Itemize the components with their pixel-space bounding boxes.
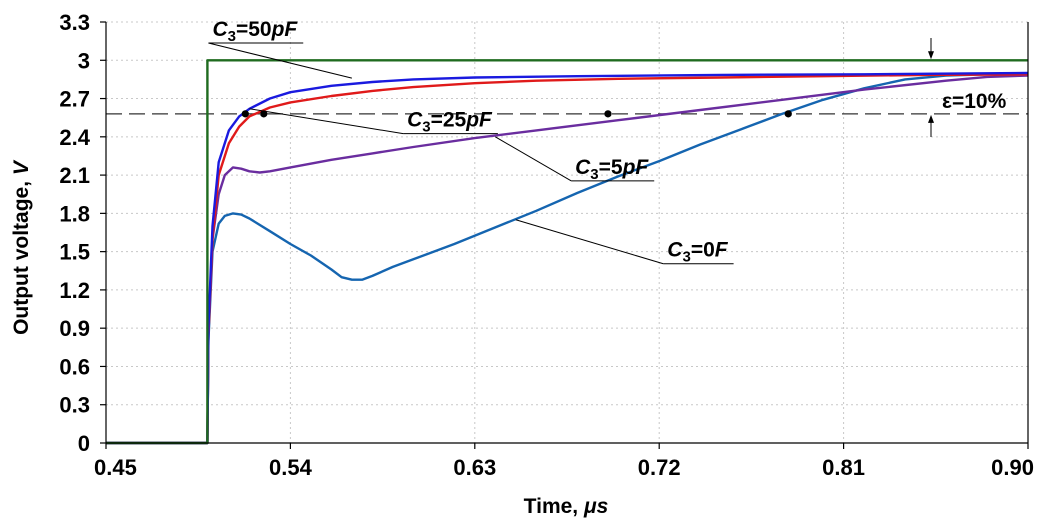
series-line-c3-0f: [106, 72, 1029, 445]
y-tick-label: 1.8: [59, 201, 90, 226]
marker-layer: [241, 110, 792, 118]
epsilon-arrowhead-bottom: [928, 114, 934, 123]
annotation-leader: [515, 219, 664, 265]
x-tick-label: 0.72: [638, 455, 681, 480]
axis-layer: [105, 22, 1029, 444]
crossing-marker: [260, 110, 268, 118]
x-tick-label: 0.81: [822, 455, 865, 480]
y-tick-label: 0.9: [59, 316, 90, 341]
annotation-label: C3=25pF: [407, 109, 493, 136]
series-line-c3-5pf: [106, 74, 1029, 445]
y-tick-label: 3: [78, 48, 90, 73]
annot-layer: C3=50pF C3=25pF C3=5pF C3=0F: [208, 18, 734, 266]
annotation-leader: [208, 42, 352, 79]
series-line-c3-50pf: [106, 71, 1029, 445]
y-tick-label: 1.2: [59, 278, 90, 303]
series-layer: [106, 59, 1029, 445]
x-tick-label: 0.63: [453, 455, 496, 480]
annotation-leader: [249, 108, 404, 135]
y-tick-label: 2.1: [59, 163, 90, 188]
x-tick-label: 0.90: [991, 455, 1034, 480]
crossing-marker: [241, 110, 249, 118]
crossing-marker: [784, 110, 792, 118]
y-tick-label: 1.5: [59, 240, 90, 265]
y-tick-label: 3.3: [59, 10, 90, 35]
x-tick-label: 0.54: [269, 455, 313, 480]
threshold-layer: [106, 38, 1028, 137]
y-tick-label: 0.6: [59, 354, 90, 379]
y-tick-label: 2.7: [59, 87, 90, 112]
epsilon-arrowhead-top: [928, 51, 934, 60]
y-tick-label: 0: [78, 431, 90, 456]
annotation-label: C3=0F: [667, 239, 728, 266]
epsilon-label: ε=10%: [942, 90, 1007, 113]
x-tick-label: 0.45: [94, 455, 137, 480]
y-tick-label: 0.3: [59, 393, 90, 418]
y-axis-title: Output voltage, V: [10, 159, 33, 335]
annotation-leader: [495, 136, 572, 182]
annotation-label: C3=50pF: [212, 18, 298, 45]
x-axis-title: Time, μs: [524, 495, 609, 518]
tick-layer: 0.45 0.54 0.63 0.72 0.81 0.90 0 0.3 0.6 0.9 1.2 1.5…: [59, 10, 1034, 480]
crossing-marker: [604, 110, 612, 118]
grid-layer: [106, 21, 1029, 443]
annotation-label: C3=5pF: [575, 156, 649, 183]
y-tick-label: 2.4: [59, 125, 90, 150]
series-line-c3-25pf: [106, 73, 1029, 445]
